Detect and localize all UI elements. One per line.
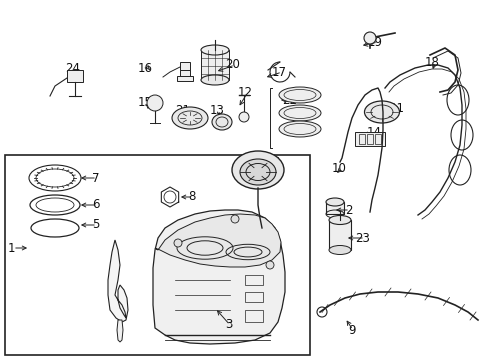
Circle shape: [147, 95, 163, 111]
Ellipse shape: [279, 121, 320, 137]
Bar: [180, 62, 190, 70]
Polygon shape: [153, 210, 285, 344]
Bar: [67, 70, 83, 82]
Bar: [328, 220, 350, 250]
Ellipse shape: [231, 151, 284, 189]
Text: 4: 4: [271, 156, 279, 168]
Bar: [177, 76, 193, 81]
Text: 2: 2: [345, 203, 352, 216]
Text: 18: 18: [424, 55, 439, 68]
Ellipse shape: [364, 101, 399, 123]
Text: 16: 16: [138, 62, 153, 75]
Text: 22: 22: [282, 94, 296, 107]
Text: 5: 5: [92, 219, 99, 231]
Circle shape: [174, 239, 182, 247]
Ellipse shape: [279, 87, 320, 103]
Text: 10: 10: [331, 162, 346, 175]
Ellipse shape: [201, 45, 228, 55]
Bar: [358, 134, 364, 144]
Text: 14: 14: [366, 126, 381, 139]
Text: 9: 9: [347, 324, 355, 337]
Ellipse shape: [328, 216, 350, 225]
Bar: [374, 134, 380, 144]
Circle shape: [230, 215, 239, 223]
Ellipse shape: [172, 107, 207, 129]
Circle shape: [363, 32, 375, 44]
Text: 13: 13: [209, 104, 224, 117]
Ellipse shape: [328, 246, 350, 255]
Ellipse shape: [240, 159, 275, 185]
Text: 21: 21: [175, 104, 190, 117]
Circle shape: [239, 112, 248, 122]
Circle shape: [265, 261, 273, 269]
Ellipse shape: [201, 75, 228, 85]
Text: 6: 6: [92, 198, 99, 211]
Ellipse shape: [279, 105, 320, 121]
Ellipse shape: [212, 114, 231, 130]
Text: 17: 17: [271, 66, 286, 78]
Polygon shape: [117, 320, 123, 342]
Bar: [180, 70, 190, 76]
Text: 11: 11: [389, 102, 404, 114]
Polygon shape: [108, 240, 128, 322]
Text: 23: 23: [354, 231, 369, 244]
Text: 12: 12: [238, 85, 252, 99]
Text: 20: 20: [224, 58, 240, 72]
Bar: [244, 275, 263, 285]
Text: 8: 8: [187, 190, 195, 203]
Text: 3: 3: [224, 319, 232, 332]
Bar: [201, 50, 228, 80]
Bar: [244, 292, 263, 302]
Ellipse shape: [325, 198, 343, 206]
Bar: [354, 132, 384, 146]
Text: 19: 19: [367, 36, 382, 49]
Bar: [244, 310, 263, 322]
Text: 7: 7: [92, 171, 99, 184]
Text: 1: 1: [8, 242, 16, 255]
Bar: [366, 134, 372, 144]
Polygon shape: [155, 214, 281, 267]
Bar: [5, 155, 309, 355]
Text: 24: 24: [65, 62, 80, 75]
Bar: [325, 202, 343, 214]
Text: 15: 15: [138, 95, 153, 108]
